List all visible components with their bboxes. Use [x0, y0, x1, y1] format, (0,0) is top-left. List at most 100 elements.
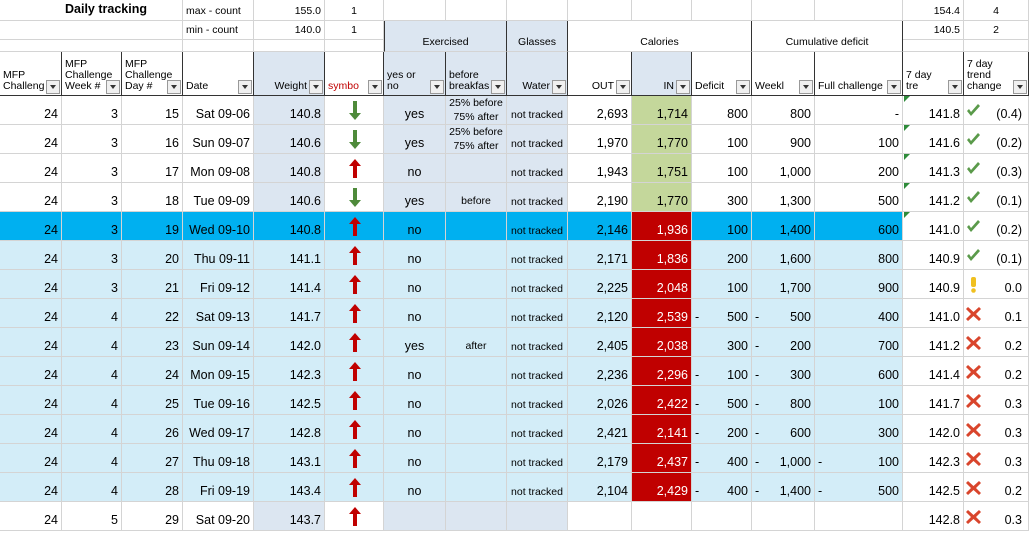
cell: 3 — [62, 154, 122, 183]
cell: 4 — [62, 357, 122, 386]
arrow-up — [348, 362, 361, 381]
trend-check — [967, 191, 980, 203]
filter-button[interactable] — [46, 80, 60, 94]
cell: 1,714 — [632, 96, 692, 125]
cell: 140.8 — [254, 212, 325, 241]
comment-indicator — [904, 96, 910, 102]
filter-button[interactable] — [491, 80, 505, 94]
cell: not tracked — [507, 96, 568, 125]
blank — [325, 40, 384, 52]
sign: - — [818, 484, 823, 498]
cell: 142.3 — [254, 357, 325, 386]
cell: 24 — [0, 212, 62, 241]
cell: 142.3 — [903, 444, 964, 473]
cell: 1,600 — [752, 241, 815, 270]
cell: 1,943 — [568, 154, 632, 183]
filter-button[interactable] — [309, 80, 323, 94]
cell: - 100 — [815, 444, 903, 473]
cell: 100 — [692, 154, 752, 183]
symbol-cell — [325, 444, 384, 473]
cell: 141.2 — [903, 328, 964, 357]
empty-cell — [446, 415, 507, 444]
empty-cell — [446, 357, 507, 386]
cell: not tracked — [507, 183, 568, 212]
cell: Thu 09-18 — [183, 444, 254, 473]
filter-button[interactable] — [948, 80, 962, 94]
symbol-cell — [325, 502, 384, 531]
cell: - 500 — [692, 386, 752, 415]
arrow-up — [348, 217, 361, 236]
group-header: Calories — [568, 21, 752, 52]
filter-button[interactable] — [430, 80, 444, 94]
summary-label: min - count — [183, 21, 254, 40]
symbol-cell — [325, 212, 384, 241]
cell: not tracked — [507, 444, 568, 473]
filter-button[interactable] — [1013, 80, 1027, 94]
blank — [0, 40, 183, 52]
blank — [507, 0, 568, 21]
filter-button[interactable] — [799, 80, 813, 94]
cell: 141.4 — [903, 357, 964, 386]
filter-button[interactable] — [736, 80, 750, 94]
column-header: Weight — [254, 52, 325, 96]
summary-count: 1 — [325, 21, 384, 40]
sign: - — [755, 426, 760, 440]
cell: 800 — [752, 96, 815, 125]
cell: 15 — [122, 96, 183, 125]
cell: Tue 09-16 — [183, 386, 254, 415]
cell: Sun 09-14 — [183, 328, 254, 357]
cell-value: 100 — [727, 368, 748, 382]
cell: 142.8 — [254, 415, 325, 444]
cell: before — [446, 183, 507, 212]
cell: no — [384, 212, 446, 241]
cell: not tracked — [507, 270, 568, 299]
sign: - — [755, 339, 760, 353]
cell-value: 500 — [727, 397, 748, 411]
blank — [384, 0, 446, 21]
cell: 1,700 — [752, 270, 815, 299]
cell: Sat 09-20 — [183, 502, 254, 531]
trend-x — [966, 336, 981, 350]
cell: 141.6 — [903, 125, 964, 154]
cell-value: 500 — [727, 310, 748, 324]
cell: 3 — [62, 96, 122, 125]
cell: 142.5 — [254, 386, 325, 415]
arrow-down — [348, 101, 361, 120]
filter-button[interactable] — [167, 80, 181, 94]
filter-button[interactable] — [238, 80, 252, 94]
filter-button[interactable] — [368, 80, 382, 94]
cell: 141.2 — [903, 183, 964, 212]
cell: 140.9 — [903, 270, 964, 299]
cell: 25% before 75% after — [446, 125, 507, 154]
cell: 141.7 — [903, 386, 964, 415]
cell: Mon 09-15 — [183, 357, 254, 386]
cell: - 1,400 — [752, 473, 815, 502]
arrow-up — [348, 159, 361, 178]
filter-button[interactable] — [616, 80, 630, 94]
filter-button[interactable] — [106, 80, 120, 94]
cell: 142.0 — [903, 415, 964, 444]
arrow-up — [348, 304, 361, 323]
cell: 1,836 — [632, 241, 692, 270]
column-header: Full challenge — [815, 52, 903, 96]
cell: no — [384, 154, 446, 183]
arrow-down — [348, 188, 361, 207]
comment-indicator — [904, 154, 910, 160]
cell: not tracked — [507, 154, 568, 183]
cell-value: 800 — [790, 397, 811, 411]
cell: 27 — [122, 444, 183, 473]
cell: - 200 — [692, 415, 752, 444]
empty-cell — [446, 299, 507, 328]
empty-cell — [446, 502, 507, 531]
symbol-cell — [325, 125, 384, 154]
cell: 18 — [122, 183, 183, 212]
filter-button[interactable] — [887, 80, 901, 94]
cell: Sat 09-13 — [183, 299, 254, 328]
cell: no — [384, 357, 446, 386]
comment-indicator — [904, 125, 910, 131]
cell-value: 1,000 — [779, 455, 811, 469]
filter-button[interactable] — [676, 80, 690, 94]
filter-button[interactable] — [552, 80, 566, 94]
